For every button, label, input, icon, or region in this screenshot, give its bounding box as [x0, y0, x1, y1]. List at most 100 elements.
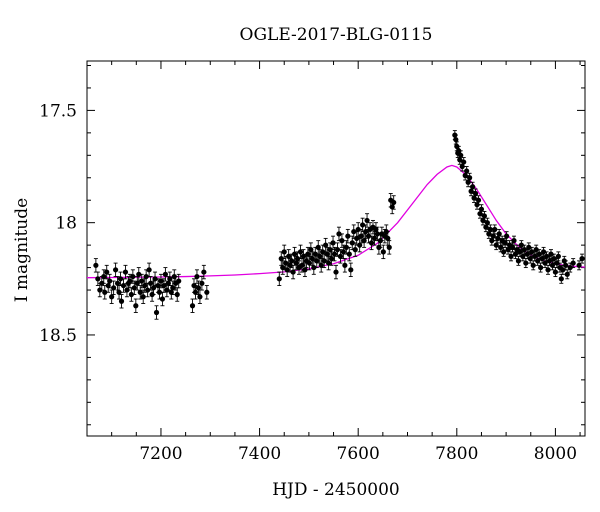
- data-point: [496, 228, 502, 239]
- point-marker: [320, 249, 326, 255]
- point-marker: [355, 226, 361, 233]
- point-marker: [551, 256, 557, 262]
- point-marker: [536, 251, 542, 257]
- major-ticks: [87, 61, 585, 436]
- data-point: [391, 195, 397, 210]
- point-marker: [539, 256, 545, 262]
- point-marker: [521, 247, 527, 253]
- point-marker: [127, 278, 133, 284]
- point-marker: [349, 240, 355, 246]
- plot-frame: [86, 60, 586, 437]
- data-point: [360, 217, 366, 233]
- data-point: [523, 258, 529, 269]
- point-marker: [114, 280, 121, 286]
- data-point: [560, 264, 566, 275]
- point-marker: [354, 235, 360, 241]
- point-marker: [318, 262, 324, 268]
- point-marker: [116, 289, 122, 295]
- point-marker: [545, 267, 551, 273]
- data-point: [337, 249, 344, 264]
- data-point: [493, 240, 499, 251]
- data-point: [192, 285, 199, 300]
- point-marker: [526, 244, 532, 250]
- point-marker: [481, 213, 488, 219]
- point-marker: [276, 276, 282, 282]
- point-marker: [496, 231, 502, 237]
- point-marker: [286, 253, 292, 259]
- data-point: [133, 298, 139, 313]
- point-marker: [174, 291, 180, 298]
- point-marker: [334, 247, 341, 253]
- point-marker: [308, 247, 314, 253]
- point-marker: [291, 251, 298, 257]
- point-marker: [535, 258, 541, 264]
- point-marker: [189, 303, 196, 309]
- point-marker: [128, 291, 134, 298]
- point-marker: [504, 233, 510, 239]
- data-point: [567, 262, 573, 273]
- data-point: [152, 271, 158, 287]
- data-point: [150, 280, 157, 295]
- point-marker: [309, 256, 315, 262]
- point-marker: [122, 269, 129, 275]
- data-point: [551, 253, 557, 264]
- y-tick-labels: 17.5 18 18.5: [39, 101, 77, 346]
- data-point: [142, 278, 148, 293]
- data-point: [158, 273, 164, 289]
- point-marker: [199, 280, 205, 286]
- point-marker: [311, 264, 317, 271]
- data-point: [469, 181, 476, 192]
- data-point: [484, 217, 490, 228]
- point-marker: [117, 276, 124, 282]
- point-marker: [281, 249, 287, 255]
- data-point: [355, 222, 361, 237]
- y-axis-label: I magnitude: [12, 198, 32, 302]
- data-point: [314, 253, 320, 269]
- data-point: [536, 249, 542, 260]
- point-marker: [330, 240, 336, 246]
- point-marker: [148, 280, 154, 286]
- data-point: [104, 264, 110, 280]
- data-point: [492, 224, 498, 235]
- point-marker: [339, 238, 345, 244]
- point-marker: [146, 267, 152, 273]
- x-tick-label: 8000: [534, 444, 577, 464]
- data-point: [472, 188, 479, 199]
- data-point: [481, 210, 488, 221]
- data-point: [545, 264, 551, 275]
- data-point: [564, 269, 570, 280]
- data-point: [555, 251, 561, 262]
- point-marker: [484, 220, 490, 226]
- point-marker: [374, 231, 381, 237]
- data-point: [131, 280, 137, 295]
- point-marker: [542, 260, 548, 266]
- point-marker: [508, 253, 514, 259]
- point-marker: [554, 260, 560, 266]
- data-point: [204, 285, 210, 300]
- point-marker: [321, 258, 327, 264]
- point-marker: [315, 244, 321, 250]
- point-marker: [290, 269, 296, 275]
- data-point: [276, 271, 282, 287]
- point-marker: [487, 226, 493, 233]
- point-marker: [158, 278, 164, 284]
- data-point: [386, 240, 392, 255]
- data-point: [385, 231, 391, 246]
- point-marker: [530, 262, 536, 268]
- data-point: [153, 305, 160, 320]
- data-point: [529, 246, 535, 257]
- point-marker: [167, 276, 173, 282]
- point-marker: [453, 136, 459, 143]
- point-marker: [567, 264, 573, 271]
- point-marker: [552, 269, 559, 275]
- point-marker: [152, 276, 158, 282]
- point-marker: [360, 222, 366, 228]
- point-marker: [492, 226, 498, 233]
- point-marker: [461, 159, 467, 165]
- point-marker: [385, 235, 391, 241]
- point-marker: [529, 249, 535, 255]
- data-point: [570, 258, 576, 269]
- point-marker: [289, 258, 295, 264]
- point-marker: [549, 262, 556, 268]
- point-marker: [134, 280, 140, 286]
